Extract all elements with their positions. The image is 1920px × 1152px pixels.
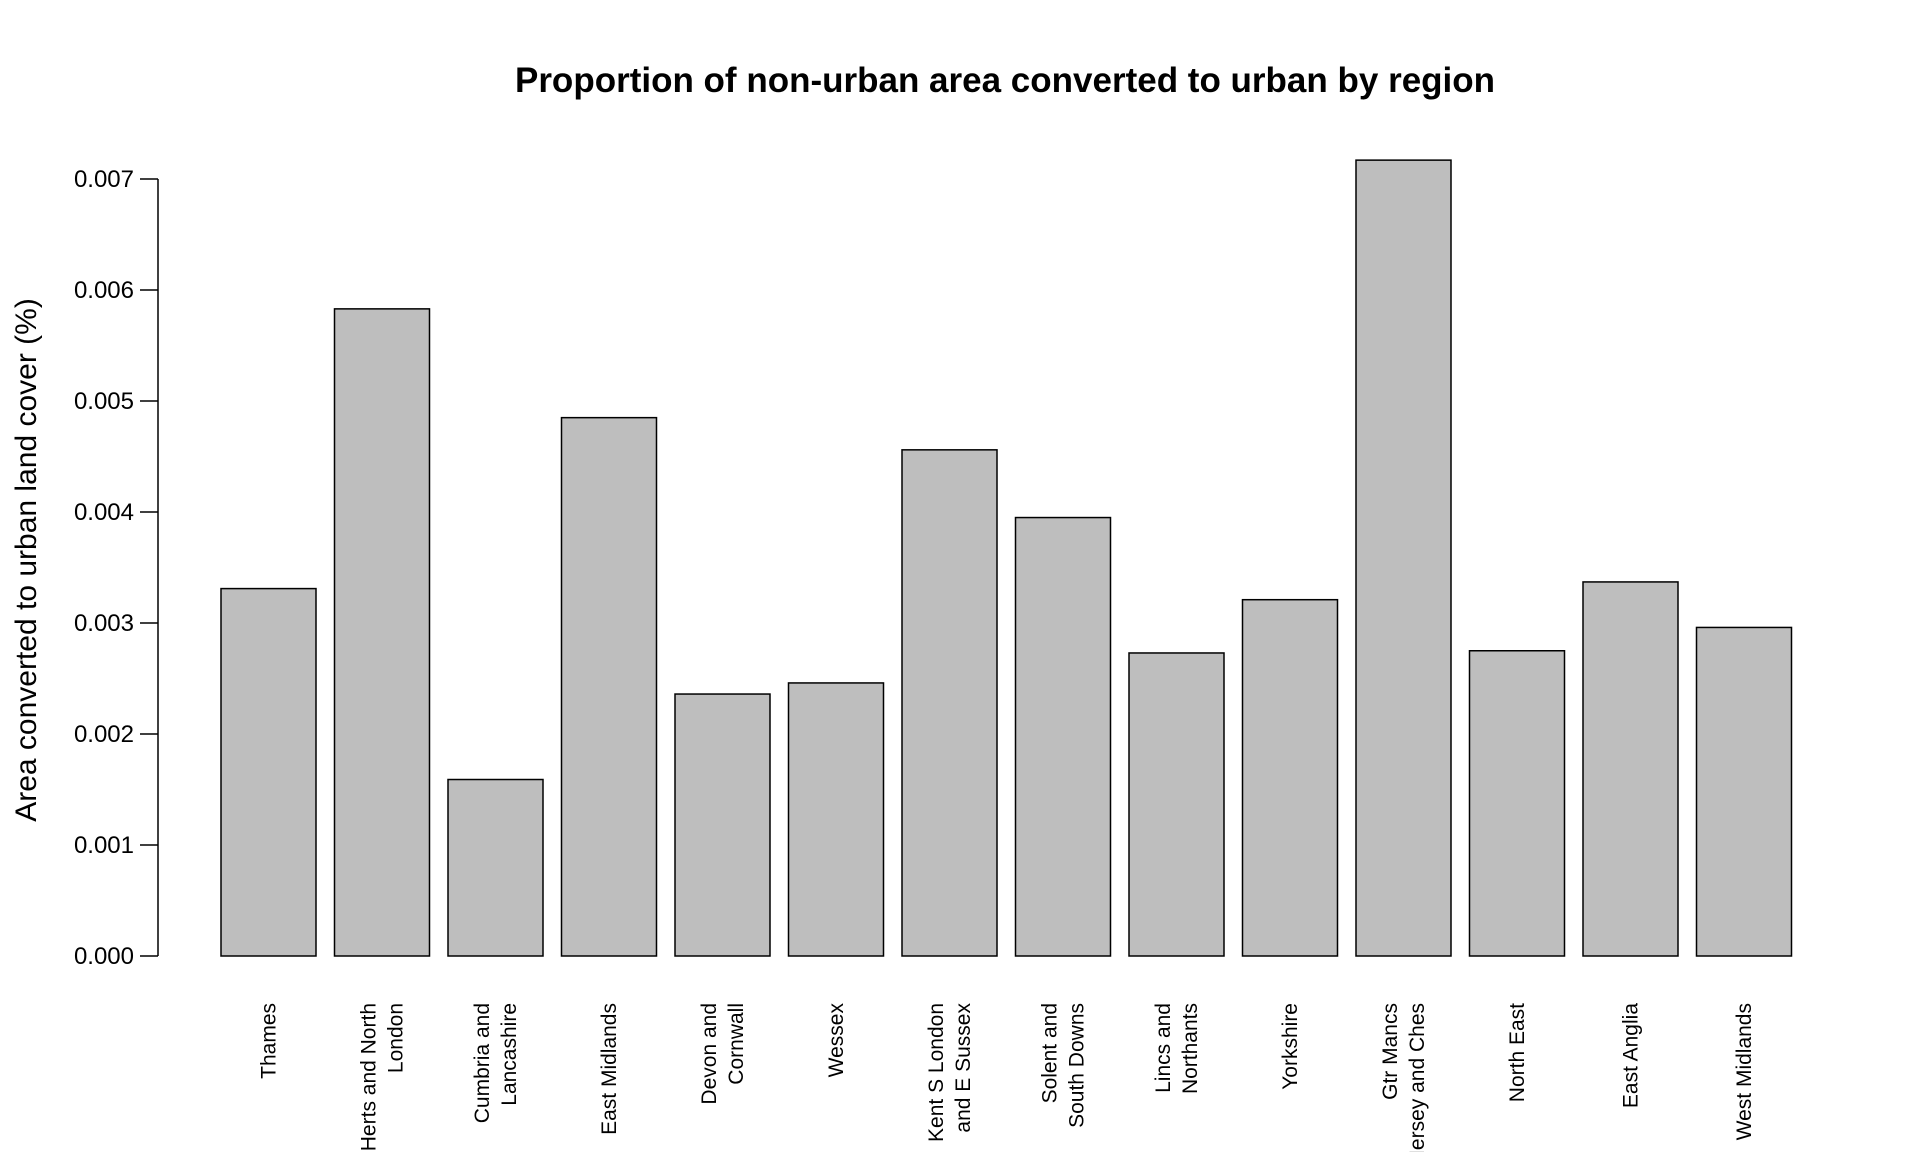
x-tick-label: Solent and South Downs [1039, 1003, 1089, 1128]
x-tick-label: East Anglia [1620, 1003, 1643, 1108]
x-tick-label-line: Northants [1179, 1003, 1202, 1094]
bar [333, 308, 431, 957]
bar [447, 778, 544, 957]
x-tick-label-line: Lincs and [1152, 1003, 1175, 1093]
x-tick-label: Yorkshire [1279, 1003, 1302, 1090]
x-tick-label-line: Cumbria and [471, 1003, 494, 1123]
x-tick-label-line: Gtr Mancs [1379, 1003, 1402, 1100]
bars-group [220, 159, 1793, 957]
x-tick-label: West Midlands [1733, 1003, 1756, 1140]
x-tick-label-line: Lancashire [498, 1003, 521, 1106]
bar [901, 449, 998, 957]
bar [1695, 626, 1793, 957]
x-tick-label-line: West Midlands [1733, 1003, 1756, 1140]
x-tick-label-line: Devon and [698, 1003, 721, 1105]
y-tick-label: 0.006 [74, 277, 134, 304]
y-axis: 0.000 0.001 0.002 0.003 0.004 0.005 0.006 0.007 [74, 166, 159, 970]
x-tick-label: Gtr Mancs Mersey and Ches [1379, 1003, 1429, 1152]
y-tick-label: 0.004 [74, 499, 134, 526]
x-tick-label-line: Solent and [1039, 1003, 1062, 1103]
bar [1582, 581, 1679, 957]
x-tick-label-line: London [385, 1003, 408, 1073]
x-tick-label-line: East Midlands [598, 1003, 621, 1135]
bar [1014, 516, 1112, 957]
bar [674, 693, 771, 957]
bar [1241, 598, 1339, 957]
x-tick-label: Cumbria and Lancashire [471, 1003, 521, 1123]
x-tick-label: North East [1506, 1003, 1529, 1102]
bar [1355, 159, 1452, 957]
x-tick-label-line: Herts and North [358, 1003, 381, 1151]
y-axis-label: Area converted to urban land cover (%) [10, 298, 43, 822]
x-tick-label-line: North East [1506, 1003, 1529, 1102]
x-tick-label-line: Yorkshire [1279, 1003, 1302, 1090]
x-tick-label-line: Wessex [825, 1003, 848, 1078]
bar [220, 587, 317, 957]
x-tick-label-line: South Downs [1066, 1003, 1089, 1128]
bar [560, 416, 658, 957]
x-tick-label-line: Thames [258, 1003, 281, 1079]
y-tick-label: 0.001 [74, 832, 134, 859]
x-tick-label-line: Mersey and Ches [1406, 1003, 1429, 1152]
x-tick-label: East Midlands [598, 1003, 621, 1135]
bar [1468, 650, 1566, 957]
x-tick-label: Herts and North London [358, 1003, 408, 1151]
y-tick-label: 0.005 [74, 388, 134, 415]
x-tick-label-line: Kent S London [925, 1003, 948, 1142]
y-tick-label: 0.000 [74, 943, 134, 970]
x-tick-label-line: and E Sussex [952, 1003, 975, 1133]
chart-title: Proportion of non-urban area converted t… [515, 61, 1495, 100]
y-tick-label: 0.003 [74, 610, 134, 637]
bar [1128, 652, 1225, 957]
x-tick-labels: Thames Herts and North London Cumbria and La… [258, 1003, 1757, 1152]
x-tick-label: Thames [258, 1003, 281, 1079]
x-tick-label: Lincs and Northants [1152, 1003, 1202, 1094]
y-tick-label: 0.002 [74, 721, 134, 748]
x-tick-label-line: Cornwall [725, 1003, 748, 1085]
y-tick-label: 0.007 [74, 166, 134, 193]
bar [787, 682, 885, 957]
x-tick-label: Wessex [825, 1003, 848, 1078]
x-tick-label: Devon and Cornwall [698, 1003, 748, 1105]
x-tick-label-line: East Anglia [1620, 1003, 1643, 1108]
x-tick-label: Kent S London and E Sussex [925, 1003, 975, 1142]
